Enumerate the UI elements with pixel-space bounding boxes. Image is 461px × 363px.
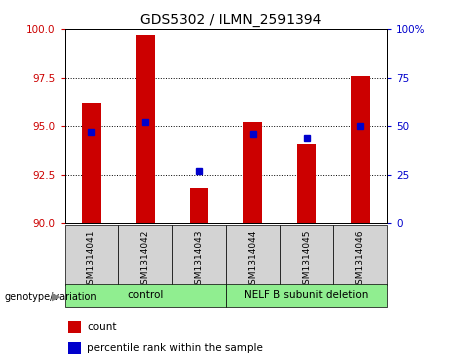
Bar — [68, 342, 81, 354]
Text: GSM1314042: GSM1314042 — [141, 230, 150, 290]
Bar — [65, 284, 226, 307]
Text: ▶: ▶ — [53, 291, 61, 302]
Bar — [226, 225, 280, 285]
Bar — [136, 35, 154, 223]
Bar — [297, 144, 316, 223]
Text: GSM1314043: GSM1314043 — [195, 230, 203, 290]
Text: GDS5302 / ILMN_2591394: GDS5302 / ILMN_2591394 — [140, 13, 321, 27]
Bar — [226, 284, 387, 307]
Bar — [118, 225, 172, 285]
Text: count: count — [87, 322, 117, 332]
Text: GSM1314045: GSM1314045 — [302, 230, 311, 290]
Bar — [172, 225, 226, 285]
Text: NELF B subunit deletion: NELF B subunit deletion — [244, 290, 369, 301]
Text: control: control — [127, 290, 163, 301]
Bar — [351, 76, 370, 223]
Text: genotype/variation: genotype/variation — [5, 291, 97, 302]
Bar — [65, 225, 118, 285]
Text: GSM1314046: GSM1314046 — [356, 230, 365, 290]
Bar — [280, 225, 333, 285]
Bar — [243, 122, 262, 223]
Bar — [189, 188, 208, 223]
Bar — [82, 103, 101, 223]
Text: GSM1314044: GSM1314044 — [248, 230, 257, 290]
Text: percentile rank within the sample: percentile rank within the sample — [87, 343, 263, 353]
Text: GSM1314041: GSM1314041 — [87, 230, 96, 290]
Bar — [333, 225, 387, 285]
Bar — [68, 321, 81, 333]
